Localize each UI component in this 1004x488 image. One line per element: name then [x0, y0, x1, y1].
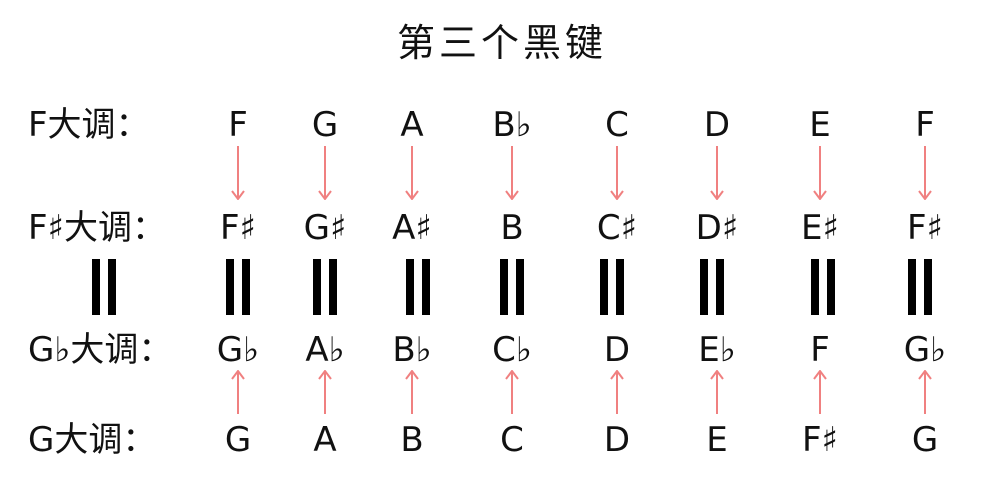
scale-row-2: F♯大调： F♯ G♯ A♯ B C♯ D♯ E♯ F♯: [0, 198, 1004, 258]
note: D: [703, 105, 731, 145]
note: C♯: [596, 208, 638, 248]
note: G: [311, 105, 339, 145]
note: A♯: [392, 208, 432, 248]
double-bar-icon: [600, 259, 624, 315]
note: B♭: [492, 105, 532, 145]
double-bar-icon: [500, 259, 524, 315]
arrow-up-icon: [813, 370, 827, 414]
arrow-up-icon: [405, 370, 419, 414]
row-label: G大调：: [28, 420, 157, 460]
arrow-up-icon: [231, 370, 245, 414]
note: A♭: [305, 330, 345, 370]
note: B: [500, 208, 524, 248]
arrow-up-icon: [918, 370, 932, 414]
note: G♭: [216, 330, 260, 370]
note: D♯: [695, 208, 739, 248]
double-bar-icon: [811, 259, 835, 315]
arrow-up-icon: [318, 370, 332, 414]
arrow-up-icon: [505, 370, 519, 414]
note: C♭: [492, 330, 532, 370]
arrow-down-icon: [610, 146, 624, 200]
note: F: [228, 105, 248, 145]
note: B♭: [392, 330, 432, 370]
arrow-up-icon: [610, 370, 624, 414]
arrow-down-icon: [405, 146, 419, 200]
page-title: 第三个黑键: [396, 21, 607, 65]
double-bar-icon: [406, 259, 430, 315]
note: E: [809, 105, 831, 145]
scale-row-3: G♭大调： G♭ A♭ B♭ C♭ D E♭ F G♭: [0, 320, 1004, 380]
note: D: [603, 330, 631, 370]
row-label: F♯大调：: [28, 208, 167, 248]
arrow-down-icon: [813, 146, 827, 200]
double-bar-icon: [92, 259, 116, 315]
note: D: [603, 420, 631, 460]
scale-row-1: F大调： F G A B♭ C D E F: [0, 95, 1004, 155]
row-label: G♭大调：: [28, 330, 173, 370]
double-bar-icon: [313, 259, 337, 315]
note: F♯: [906, 208, 943, 248]
note: E♭: [698, 330, 736, 370]
row-label: F大调：: [28, 105, 150, 145]
note: C: [605, 105, 629, 145]
arrow-down-icon: [231, 146, 245, 200]
double-bar-icon: [700, 259, 724, 315]
scale-row-4: G大调： G A B C D E F♯ G: [0, 410, 1004, 470]
note: E♯: [801, 208, 839, 248]
note: G♭: [903, 330, 947, 370]
note: E: [706, 420, 728, 460]
note: F♯: [801, 420, 838, 460]
arrow-down-icon: [505, 146, 519, 200]
arrow-down-icon: [318, 146, 332, 200]
note: A: [313, 420, 337, 460]
note: G♯: [303, 208, 347, 248]
note: F♯: [219, 208, 256, 248]
arrow-up-icon: [710, 370, 724, 414]
note: F: [810, 330, 830, 370]
double-bar-icon: [226, 259, 250, 315]
note: B: [400, 420, 424, 460]
note: A: [400, 105, 424, 145]
note: C: [500, 420, 524, 460]
note: G: [911, 420, 939, 460]
note: F: [915, 105, 935, 145]
note: G: [224, 420, 252, 460]
arrow-down-icon: [710, 146, 724, 200]
arrow-down-icon: [918, 146, 932, 200]
double-bar-icon: [908, 259, 932, 315]
